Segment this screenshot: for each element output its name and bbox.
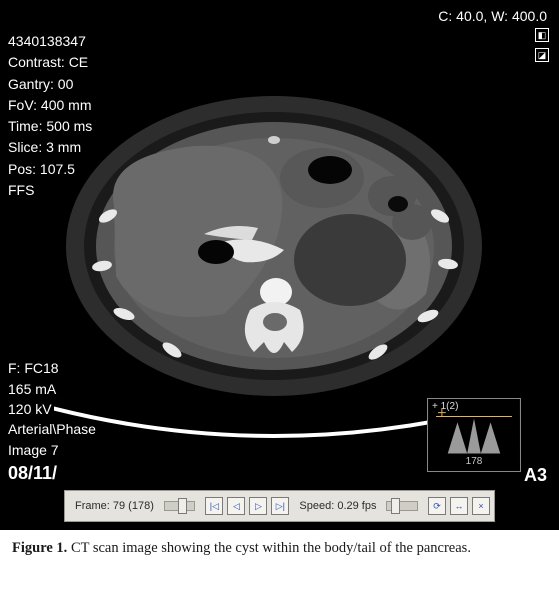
acquisition-params: F: FC18 165 mA 120 kV Arterial\Phase Ima… (8, 358, 96, 486)
first-frame-button[interactable]: |◁ (205, 497, 223, 515)
cine-playbar: Frame: 79 (178) |◁ ◁ ▷ ▷| Speed: 0.29 fp… (64, 490, 495, 522)
tool-icon[interactable]: ◪ (535, 48, 549, 62)
patient-id: 4340138347 (8, 31, 92, 51)
close-cine-button[interactable]: × (472, 497, 490, 515)
frame-slider-knob[interactable] (178, 498, 187, 514)
side-toolbar: ◧ ◪ (535, 28, 549, 62)
study-date: 08/11/ (8, 460, 96, 486)
dicom-viewer: C: 40.0, W: 400.0 ◧ ◪ 4340138347 Contras… (0, 0, 559, 530)
thumbnail-bottom-label: 178 (466, 456, 483, 467)
orientation-marker: A3 (524, 465, 547, 486)
frame-slider[interactable] (164, 501, 196, 511)
image-number-label: Image 7 (8, 440, 96, 460)
next-frame-button[interactable]: ▷| (271, 497, 289, 515)
ma-label: 165 mA (8, 379, 96, 399)
window-level-readout: C: 40.0, W: 400.0 (438, 8, 547, 24)
ct-axial-image[interactable] (54, 66, 494, 446)
loop-button[interactable]: ⟳ (428, 497, 446, 515)
filter-label: F: FC18 (8, 358, 96, 378)
kv-label: 120 kV (8, 399, 96, 419)
figure-caption: Figure 1. CT scan image showing the cyst… (0, 530, 559, 558)
tool-icon[interactable]: ◧ (535, 28, 549, 42)
speed-slider[interactable] (386, 501, 418, 511)
series-thumbnail[interactable]: + 1(2) 178 (427, 398, 521, 472)
thumbnail-top-label: + 1(2) (432, 401, 458, 412)
speed-readout: Speed: 0.29 fps (299, 500, 376, 512)
frame-counter: Frame: 79 (178) (75, 500, 154, 512)
span-button[interactable]: ↔ (450, 497, 468, 515)
speed-slider-knob[interactable] (391, 498, 400, 514)
caption-prefix: Figure 1. (12, 540, 67, 556)
caption-text: CT scan image showing the cyst within th… (67, 540, 471, 556)
phase-label: Arterial\Phase (8, 419, 96, 439)
prev-frame-button[interactable]: ◁ (227, 497, 245, 515)
play-button[interactable]: ▷ (249, 497, 267, 515)
